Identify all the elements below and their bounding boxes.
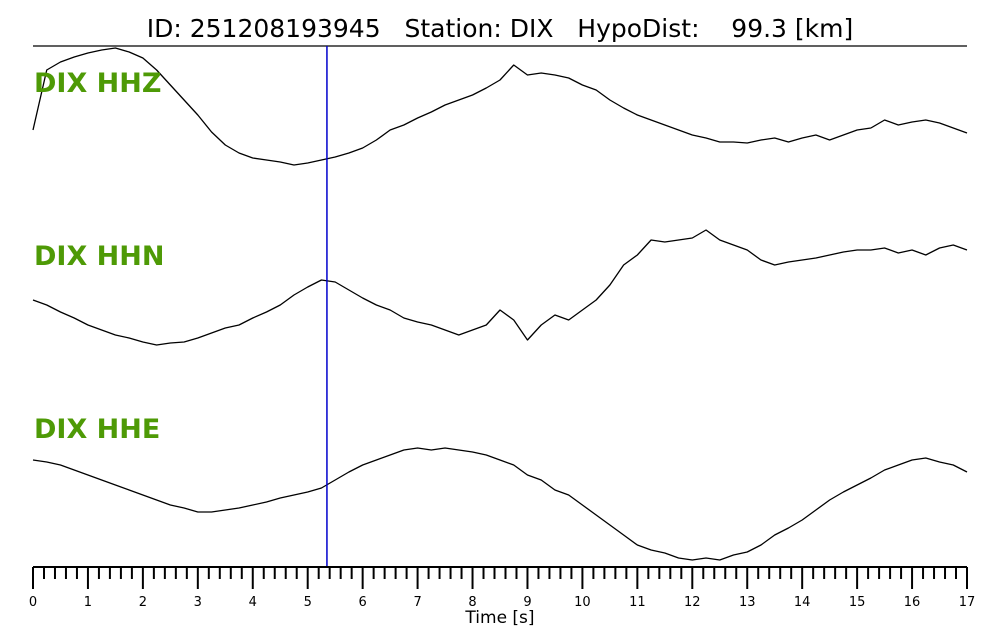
x-tick-label: 4	[249, 595, 257, 610]
x-tick-label: 11	[629, 595, 646, 610]
x-tick-label: 5	[304, 595, 312, 610]
x-tick-label: 17	[959, 595, 976, 610]
x-tick-label: 7	[413, 595, 421, 610]
x-tick-label: 10	[574, 595, 591, 610]
trace-name: DIX HHN	[34, 241, 164, 272]
chart-title: ID: 251208193945 Station: DIX HypoDist: …	[147, 14, 853, 43]
x-axis-label: Time [s]	[464, 608, 534, 628]
x-tick-label: 16	[904, 595, 921, 610]
x-tick-label: 0	[29, 595, 37, 610]
x-tick-label: 1	[84, 595, 92, 610]
x-tick-label: 8	[468, 595, 476, 610]
trace	[32, 447, 968, 561]
x-tick-label: 6	[359, 595, 367, 610]
x-tick-label: 2	[139, 595, 147, 610]
trace	[32, 47, 968, 166]
trace-name: DIX HHE	[34, 414, 160, 445]
x-tick-label: 12	[684, 595, 701, 610]
x-tick-label: 14	[794, 595, 811, 610]
x-tick-label: 9	[523, 595, 531, 610]
x-tick-label: 3	[194, 595, 202, 610]
trace	[32, 229, 968, 346]
x-tick-label: 15	[849, 595, 866, 610]
trace-name: DIX HHZ	[34, 68, 161, 99]
x-tick-label: 13	[739, 595, 756, 610]
